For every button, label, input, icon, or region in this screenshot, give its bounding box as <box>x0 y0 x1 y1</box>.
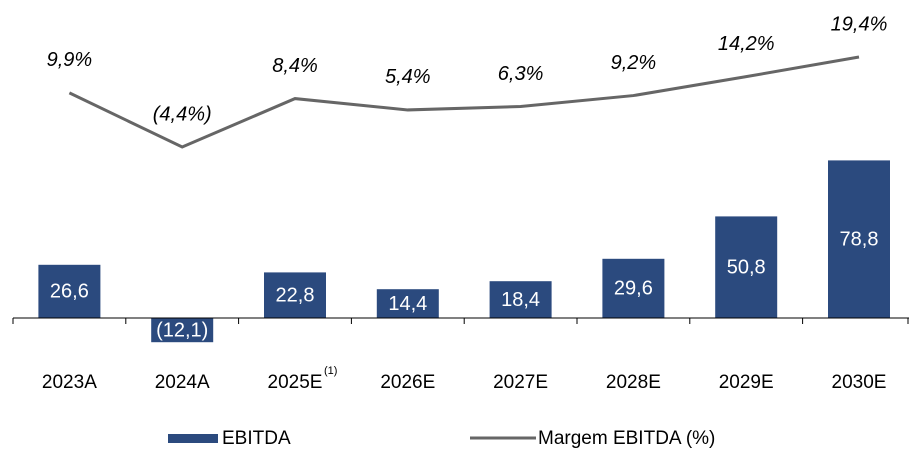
bar-value-label: 22,8 <box>276 284 315 306</box>
line-value-label: 9,2% <box>611 52 657 74</box>
bar <box>264 272 326 318</box>
bar-value-label: 29,6 <box>614 278 653 300</box>
legend-label: EBITDA <box>222 428 291 449</box>
line-value-label: 6,3% <box>498 63 544 85</box>
bar-value-label: 78,8 <box>840 228 879 250</box>
line-value-label: (4,4%) <box>153 103 212 125</box>
x-tick-label: 2027E <box>493 372 548 393</box>
x-tick-superscript: (1) <box>324 365 337 377</box>
line-value-label: 5,4% <box>385 66 431 88</box>
bar <box>489 281 552 318</box>
bar <box>151 318 214 343</box>
bar <box>715 216 778 318</box>
x-tick-label: 2028E <box>606 372 661 393</box>
bar-value-label: (12,1) <box>156 319 208 341</box>
bar <box>602 258 665 318</box>
line-value-label: 9,9% <box>47 49 93 71</box>
x-tick-label: 2029E <box>719 372 774 393</box>
x-tick-label: 2024A <box>155 372 210 393</box>
legend-swatch <box>168 434 218 443</box>
x-tick-label: 2030E <box>832 372 887 393</box>
margin-line <box>68 55 860 149</box>
x-tick-label: 2026E <box>380 372 435 393</box>
bar-value-label: 18,4 <box>501 289 540 311</box>
bar <box>376 289 439 318</box>
bar-value-label: 26,6 <box>50 281 89 303</box>
line-value-label: 19,4% <box>831 13 888 35</box>
bar-value-label: 14,4 <box>388 293 427 315</box>
bar-value-label: 50,8 <box>727 256 766 278</box>
legend-label: Margem EBITDA (%) <box>538 428 715 449</box>
bar <box>828 160 890 318</box>
bar <box>38 264 101 318</box>
line-value-label: 14,2% <box>718 33 775 55</box>
x-tick-label: 2023A <box>42 372 97 393</box>
x-tick-label: 2025E <box>268 372 323 393</box>
line-value-label: 8,4% <box>272 55 318 77</box>
